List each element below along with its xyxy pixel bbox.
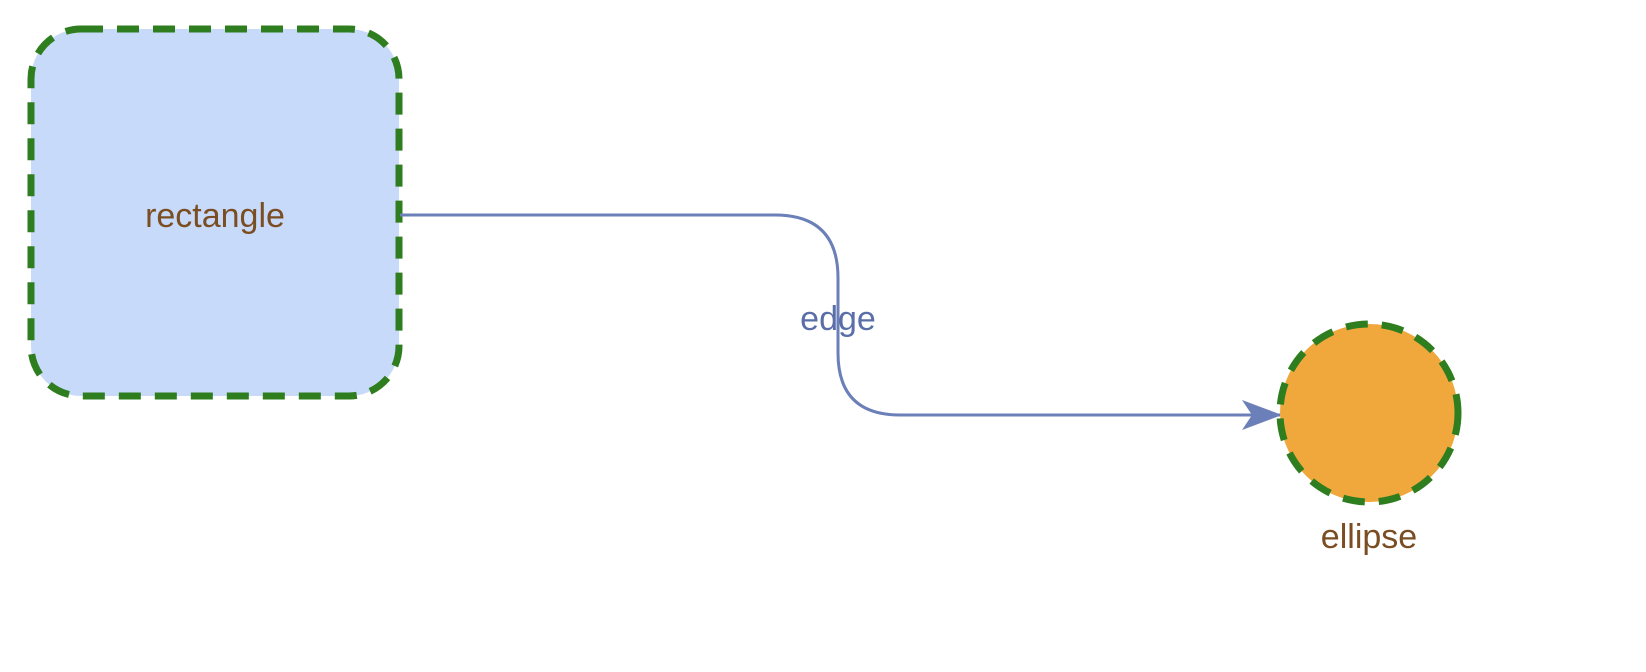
ellipse-label: ellipse xyxy=(1320,518,1418,556)
ellipse-node[interactable] xyxy=(1276,320,1462,506)
rectangle-label: rectangle xyxy=(145,197,285,235)
edge-connector[interactable] xyxy=(400,213,1282,430)
rectangle-node[interactable] xyxy=(27,25,403,400)
edge-label: edge xyxy=(800,300,876,338)
